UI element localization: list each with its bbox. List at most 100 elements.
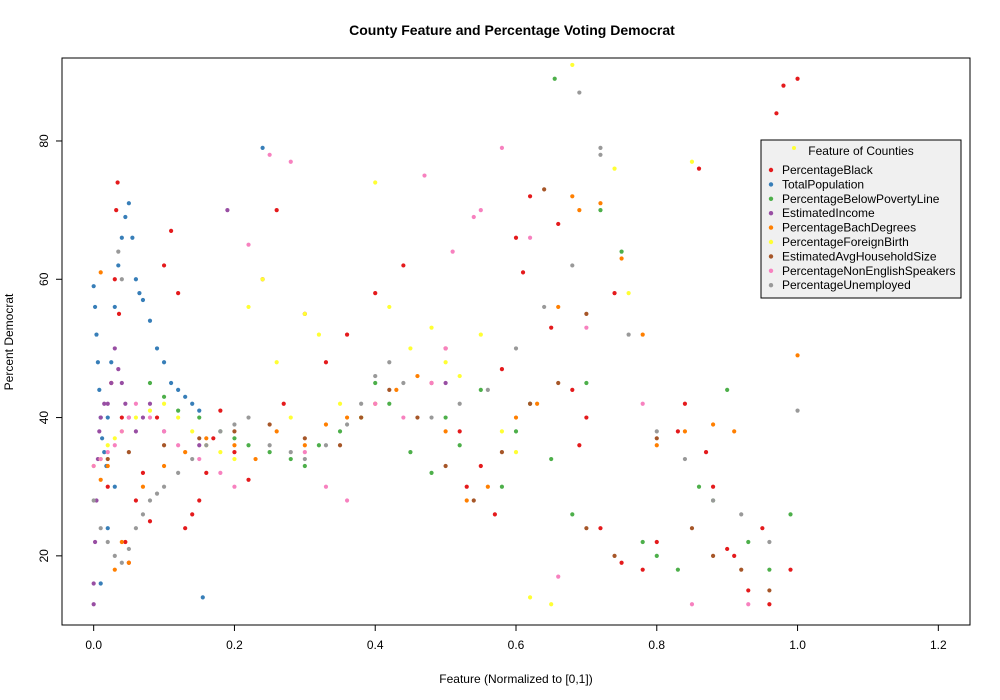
legend-entry: PercentageBachDegrees: [782, 221, 916, 235]
data-point: [682, 456, 688, 462]
legend-entry: PercentageNonEnglishSpeakers: [782, 264, 955, 278]
data-point: [696, 484, 702, 489]
data-point: [788, 567, 793, 572]
data-point: [464, 484, 469, 489]
data-point: [387, 387, 392, 393]
data-point: [443, 360, 448, 365]
data-point: [246, 415, 251, 420]
data-point: [619, 256, 624, 261]
data-point: [115, 180, 120, 185]
data-point: [105, 401, 110, 406]
data-point: [478, 387, 483, 393]
x-axis: 0.0 0.2 0.4 0.6 0.8 1.0 1.2: [85, 625, 947, 652]
data-point: [140, 484, 146, 489]
data-point: [119, 235, 124, 240]
x-tick-label: 0.2: [226, 638, 243, 652]
data-point: [422, 173, 427, 178]
data-point: [183, 526, 188, 531]
data-point: [176, 470, 181, 475]
data-point: [100, 436, 105, 441]
data-point: [359, 415, 364, 420]
data-point: [133, 401, 139, 406]
data-point: [457, 373, 462, 379]
data-point: [190, 512, 195, 517]
data-point: [703, 450, 709, 455]
data-point: [612, 553, 617, 558]
data-point: [725, 387, 730, 393]
data-point: [323, 422, 329, 427]
data-point: [570, 512, 575, 517]
x-tick-label: 1.2: [930, 638, 947, 652]
x-tick-label: 0.6: [508, 638, 525, 652]
data-point: [197, 436, 202, 441]
data-point: [577, 443, 582, 448]
data-point: [710, 553, 716, 558]
data-point: [126, 560, 131, 565]
data-point: [394, 387, 399, 393]
data-point: [232, 443, 237, 448]
data-point: [323, 360, 329, 365]
data-point: [98, 526, 103, 531]
data-point: [373, 373, 378, 379]
data-point: [94, 332, 99, 337]
data-point: [535, 401, 540, 406]
data-point: [98, 581, 103, 586]
data-point: [92, 539, 98, 545]
data-point: [471, 214, 476, 220]
data-point: [161, 401, 167, 406]
data-point: [147, 401, 153, 406]
data-point: [232, 429, 237, 434]
legend-marker: [768, 196, 774, 201]
data-point: [499, 367, 505, 372]
data-point: [373, 401, 378, 406]
data-point: [429, 470, 434, 475]
data-point: [140, 470, 146, 475]
data-point: [689, 526, 695, 531]
data-point: [105, 450, 110, 455]
data-point: [387, 360, 392, 365]
data-point: [556, 574, 561, 579]
data-point: [492, 512, 497, 517]
data-point: [570, 387, 575, 393]
data-point: [288, 159, 293, 164]
data-point: [626, 332, 631, 337]
data-point: [640, 539, 645, 545]
x-tick-label: 0.8: [648, 638, 665, 652]
x-tick-label: 0.4: [367, 638, 384, 652]
data-point: [147, 380, 153, 386]
y-axis-label: Percent Democrat: [2, 293, 16, 390]
data-point: [169, 380, 174, 386]
data-point: [746, 602, 751, 607]
data-point: [176, 408, 181, 413]
data-point: [98, 477, 103, 482]
data-point: [147, 408, 153, 413]
data-point: [359, 401, 364, 406]
data-point: [105, 526, 110, 531]
data-point: [696, 166, 702, 171]
data-point: [288, 415, 293, 420]
data-point: [499, 145, 505, 150]
data-point: [513, 415, 519, 420]
data-point: [443, 463, 448, 469]
data-point: [513, 235, 519, 240]
data-point: [137, 290, 142, 296]
data-point: [795, 353, 800, 358]
data-point: [102, 401, 107, 406]
data-point: [542, 187, 547, 192]
data-point: [584, 325, 589, 330]
data-point: [267, 443, 272, 448]
data-point: [267, 422, 272, 427]
data-point: [154, 491, 160, 496]
data-point: [710, 422, 716, 427]
data-point: [260, 145, 265, 150]
data-point: [169, 228, 174, 233]
data-point: [190, 401, 195, 406]
data-point: [91, 602, 96, 607]
data-point: [105, 539, 110, 545]
data-point: [323, 443, 329, 448]
data-point: [288, 456, 293, 462]
data-point: [640, 567, 645, 572]
data-point: [795, 408, 800, 413]
data-point: [443, 380, 448, 386]
data-point: [133, 498, 139, 503]
